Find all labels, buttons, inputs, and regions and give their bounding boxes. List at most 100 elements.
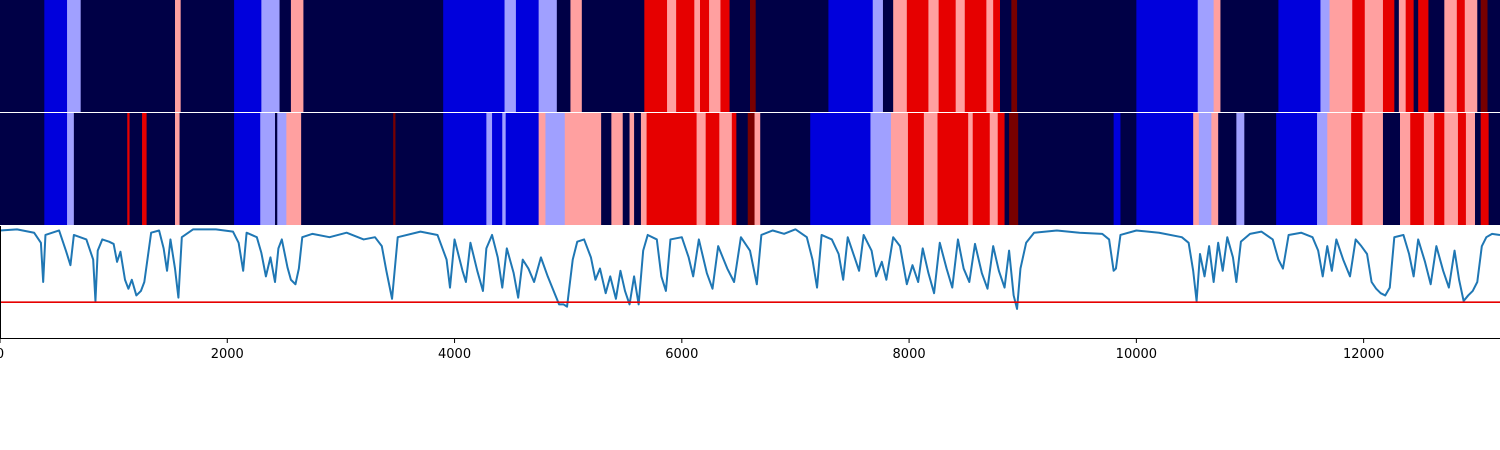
middle-track-segment: [747, 113, 755, 225]
middle-track-segment: [972, 113, 991, 225]
middle-track-segment: [754, 113, 761, 225]
x-tick-label: 12000: [1343, 347, 1384, 362]
middle-track-segment: [67, 113, 75, 225]
middle-track-segment: [646, 113, 697, 225]
middle-track-segment: [923, 113, 938, 225]
top-track-segment: [1197, 0, 1215, 112]
middle-track-segment: [870, 113, 876, 225]
middle-track-segment: [175, 113, 180, 225]
top-track-segment: [1398, 0, 1407, 112]
top-track-segment: [750, 0, 757, 112]
middle-track-segment: [505, 113, 540, 225]
top-track-segment: [515, 0, 540, 112]
x-tick-label: 2000: [211, 347, 244, 362]
middle-track-segment: [545, 113, 566, 225]
middle-track-segment: [1018, 113, 1115, 225]
top-track-segment: [1428, 0, 1445, 112]
middle-track-segment: [890, 113, 909, 225]
top-track-segment: [938, 0, 957, 112]
top-track-segment: [882, 0, 894, 112]
middle-track-segment: [286, 113, 302, 225]
middle-track-segment: [142, 113, 147, 225]
top-state-track: [0, 0, 1500, 112]
middle-track-segment: [1198, 113, 1212, 225]
middle-track-segment: [1488, 113, 1500, 225]
middle-track-segment: [486, 113, 493, 225]
top-track-segment: [1413, 0, 1419, 112]
top-track-segment: [1477, 0, 1482, 112]
middle-track-segment: [260, 113, 276, 225]
middle-track-segment: [736, 113, 749, 225]
top-track-segment: [443, 0, 505, 112]
middle-track-segment: [989, 113, 999, 225]
top-track-segment: [1364, 0, 1384, 112]
top-track-segment: [504, 0, 517, 112]
middle-track-segment: [1193, 113, 1200, 225]
top-track-segment: [872, 0, 884, 112]
top-track-segment: [755, 0, 829, 112]
top-track-segment: [893, 0, 908, 112]
top-track-segment: [667, 0, 677, 112]
middle-track-segment: [810, 113, 871, 225]
middle-track-segment: [1434, 113, 1445, 225]
middle-track-segment: [179, 113, 235, 225]
signal-line: [0, 228, 1500, 310]
x-tick-label: 4000: [438, 347, 471, 362]
top-track-segment: [720, 0, 730, 112]
middle-track-segment: [1009, 113, 1019, 225]
middle-track-segment: [1444, 113, 1459, 225]
middle-track-segment: [395, 113, 444, 225]
middle-track-segment: [937, 113, 969, 225]
top-track-segment: [928, 0, 940, 112]
middle-track-segment: [1362, 113, 1384, 225]
middle-track-segment: [1480, 113, 1490, 225]
middle-track-segment: [1136, 113, 1194, 225]
middle-track-segment: [502, 113, 507, 225]
x-tick-label: 8000: [893, 347, 926, 362]
middle-track-segment: [1317, 113, 1328, 225]
top-track-segment: [80, 0, 176, 112]
middle-track-segment: [968, 113, 974, 225]
top-track-segment: [175, 0, 182, 112]
top-track-segment: [67, 0, 82, 112]
x-axis: 0 2000 4000 6000 8000 10000 12000: [0, 112, 1500, 362]
middle-track-segment: [1244, 113, 1277, 225]
top-track-segment: [709, 0, 721, 112]
top-track-segment: [1000, 0, 1012, 112]
middle-track-segment: [1351, 113, 1363, 225]
middle-track-segment: [719, 113, 733, 225]
middle-track-segment: [44, 113, 68, 225]
middle-track-segment: [640, 113, 647, 225]
top-track-segment: [700, 0, 710, 112]
middle-track-segment: [1423, 113, 1435, 225]
top-track-segment: [1011, 0, 1018, 112]
top-track-segment: [0, 0, 45, 112]
top-track-segment: [1017, 0, 1137, 112]
middle-track-segment: [760, 113, 811, 225]
top-track-segment: [644, 0, 668, 112]
middle-track-segment: [301, 113, 394, 225]
signal-line-panel: [0, 226, 1500, 338]
top-track-segment: [44, 0, 68, 112]
middle-track-segment: [1113, 113, 1121, 225]
middle-track-segment: [1120, 113, 1137, 225]
middle-track-segment: [277, 113, 287, 225]
middle-track-segment: [393, 113, 396, 225]
top-track-segment: [261, 0, 280, 112]
middle-track-segment: [1211, 113, 1219, 225]
middle-track-segment: [696, 113, 707, 225]
middle-track-segment: [875, 113, 892, 225]
top-track-segment: [290, 0, 304, 112]
top-track-segment: [1136, 0, 1199, 112]
middle-track-segment: [1457, 113, 1467, 225]
top-track-segment: [1278, 0, 1321, 112]
top-track-segment: [1382, 0, 1395, 112]
x-tick-label: 0: [0, 347, 4, 362]
middle-track-segment: [1410, 113, 1425, 225]
middle-track-segment: [146, 113, 176, 225]
top-track-segment: [581, 0, 645, 112]
top-track-segment: [955, 0, 966, 112]
top-track-segment: [234, 0, 262, 112]
middle-track-segment: [634, 113, 642, 225]
top-track-segment: [570, 0, 583, 112]
